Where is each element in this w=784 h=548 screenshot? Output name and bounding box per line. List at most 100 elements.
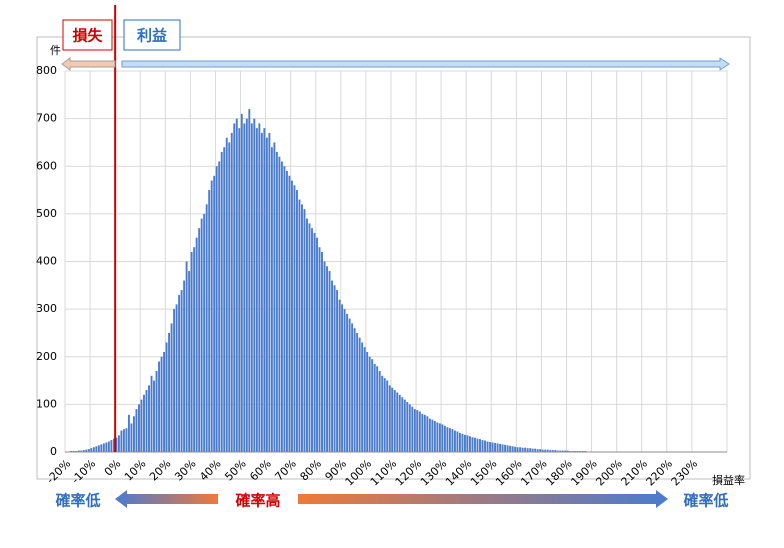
bar	[489, 441, 491, 452]
bar	[403, 399, 406, 452]
x-tick-label: 200%	[593, 457, 624, 488]
profit-label: 利益	[137, 27, 167, 45]
y-axis-label: 件	[50, 44, 61, 57]
bar	[163, 351, 166, 452]
bar	[188, 271, 191, 452]
bar	[366, 351, 369, 452]
bar	[105, 442, 108, 452]
bar	[125, 428, 128, 452]
x-tick-label: 170%	[518, 457, 549, 488]
y-tick-label: 500	[36, 207, 57, 220]
bar	[426, 416, 429, 452]
bar	[564, 450, 567, 452]
y-tick-label: 600	[36, 159, 57, 172]
bar	[148, 385, 150, 452]
bar	[539, 449, 542, 452]
bar	[193, 247, 196, 452]
bar	[506, 445, 509, 452]
bar	[283, 166, 286, 452]
bar	[396, 392, 399, 452]
bar	[521, 447, 524, 452]
bar	[484, 440, 486, 452]
bar	[368, 356, 371, 452]
bar	[233, 123, 236, 452]
x-tick-label: 140%	[443, 457, 474, 488]
bar	[453, 430, 456, 452]
bar	[486, 441, 489, 452]
bar	[95, 446, 98, 452]
bar	[446, 427, 449, 452]
bar	[416, 410, 419, 452]
bar	[173, 309, 176, 452]
bar	[401, 397, 404, 452]
bar	[514, 446, 517, 452]
bar	[353, 328, 356, 452]
bar	[351, 323, 354, 452]
bar	[210, 180, 213, 452]
bar	[223, 147, 226, 452]
bar	[326, 266, 328, 452]
bar	[406, 401, 409, 452]
bar	[225, 137, 228, 453]
bar	[285, 171, 288, 452]
bar	[117, 435, 120, 452]
x-tick-label: 10%	[122, 457, 148, 483]
bar	[381, 375, 384, 452]
bar	[213, 175, 216, 452]
x-tick-label: 50%	[222, 457, 248, 483]
bar	[150, 375, 153, 452]
bar	[138, 404, 140, 452]
bar	[451, 429, 454, 452]
loss-box	[62, 19, 113, 51]
bar	[509, 445, 512, 452]
bar	[504, 444, 507, 452]
x-axis-label: 損益率	[712, 473, 745, 487]
x-tick-label: 120%	[393, 457, 424, 488]
bar	[180, 290, 183, 452]
bar	[112, 438, 115, 452]
bar	[301, 204, 303, 452]
x-tick-label: 130%	[418, 457, 449, 488]
bar	[190, 251, 193, 452]
bar	[441, 424, 444, 452]
bar	[531, 448, 534, 452]
bar	[120, 430, 123, 452]
bar	[85, 449, 88, 452]
profit-box	[123, 19, 181, 51]
y-tick-label: 0	[50, 445, 57, 458]
bar	[122, 429, 125, 452]
bar	[127, 414, 130, 452]
x-tick-label: 0%	[102, 457, 124, 479]
bar	[566, 450, 569, 452]
loss-arrow	[61, 57, 116, 71]
low-right-label: 確率低	[682, 492, 728, 510]
bar	[546, 449, 549, 452]
bar	[110, 440, 113, 452]
profit-arrow	[121, 57, 730, 71]
bar	[168, 332, 171, 452]
x-tick-label: 110%	[368, 457, 399, 488]
bar	[240, 113, 243, 453]
bar	[476, 438, 479, 452]
bar	[100, 444, 103, 452]
bar	[130, 423, 133, 452]
bar	[160, 356, 163, 452]
bar	[218, 161, 221, 453]
bar	[288, 175, 291, 452]
bar	[348, 318, 351, 452]
bar	[153, 380, 155, 452]
bar	[336, 290, 339, 452]
bar	[243, 123, 246, 452]
bar	[496, 443, 499, 452]
bar	[378, 371, 381, 452]
bar	[115, 437, 118, 452]
x-tick-label: 70%	[272, 457, 298, 483]
bar	[313, 232, 316, 452]
bar	[471, 437, 474, 452]
bar	[333, 285, 336, 452]
bar	[516, 447, 519, 452]
bar	[491, 442, 494, 452]
bar	[556, 450, 559, 452]
bar	[551, 450, 554, 452]
bar	[321, 251, 323, 452]
